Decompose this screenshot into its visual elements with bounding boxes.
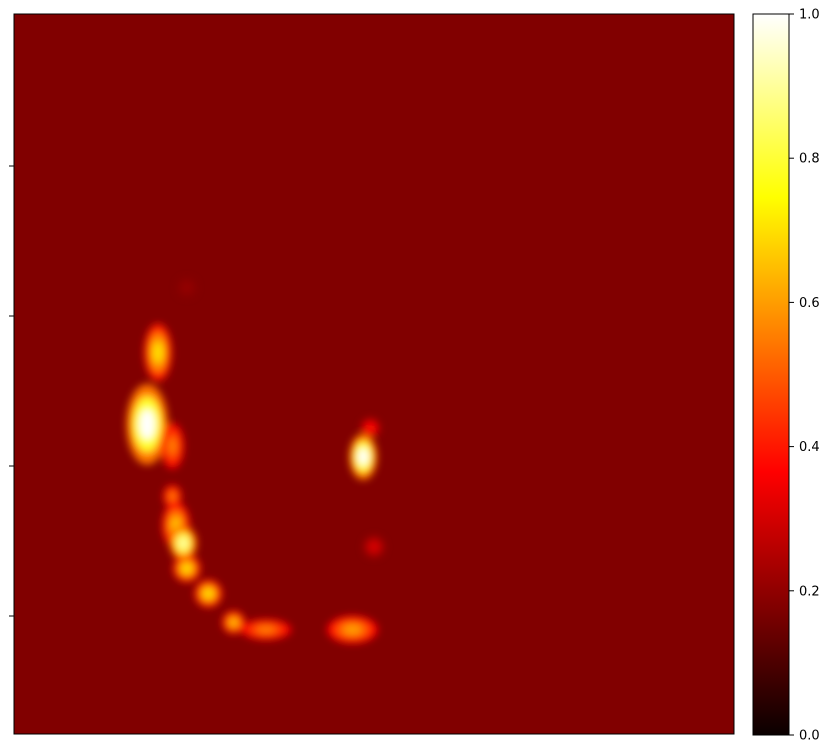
hotspot-8-layer-2	[229, 618, 238, 627]
hotspot-14-layer-2	[183, 284, 191, 292]
hotspot-5-layer-2	[178, 536, 189, 550]
colorbar-tick-label-3: 0.6	[799, 296, 820, 311]
colorbar: 0.0 0.2 0.4 0.6 0.8 1.0	[752, 8, 820, 744]
hotspot-10-layer-2	[342, 624, 362, 635]
colorbar-tick-label-2: 0.4	[799, 440, 820, 455]
colorbar-gradient	[753, 14, 789, 735]
hotspot-12-layer-2	[366, 424, 374, 432]
hotspot-0-layer-2	[139, 409, 155, 440]
hotspot-13-layer-2	[370, 542, 378, 551]
hotspot-1-layer-2	[152, 341, 164, 364]
hotspot-6-layer-2	[181, 563, 192, 574]
y-axis-ticks	[9, 165, 14, 617]
colorbar-tick-label-0: 0.0	[799, 729, 820, 744]
colorbar-frame	[752, 13, 790, 736]
colorbar-tick-label-4: 0.8	[799, 152, 820, 167]
hotspot-7-layer-2	[203, 588, 214, 599]
hotspot-2-layer-2	[168, 437, 177, 455]
colorbar-tick-label-1: 0.2	[799, 584, 820, 599]
colorbar-tick-label-5: 1.0	[799, 8, 820, 23]
hotspot-9-layer-2	[256, 625, 276, 634]
heatmap-background	[14, 14, 734, 734]
colorbar-ticks: 0.0 0.2 0.4 0.6 0.8 1.0	[789, 8, 820, 744]
plot-area	[9, 13, 735, 735]
heatmap-hotspots	[126, 278, 385, 644]
hotspot-11-layer-2	[358, 448, 369, 466]
hotspot-3-layer-2	[168, 492, 176, 501]
plot-frame	[13, 13, 735, 735]
